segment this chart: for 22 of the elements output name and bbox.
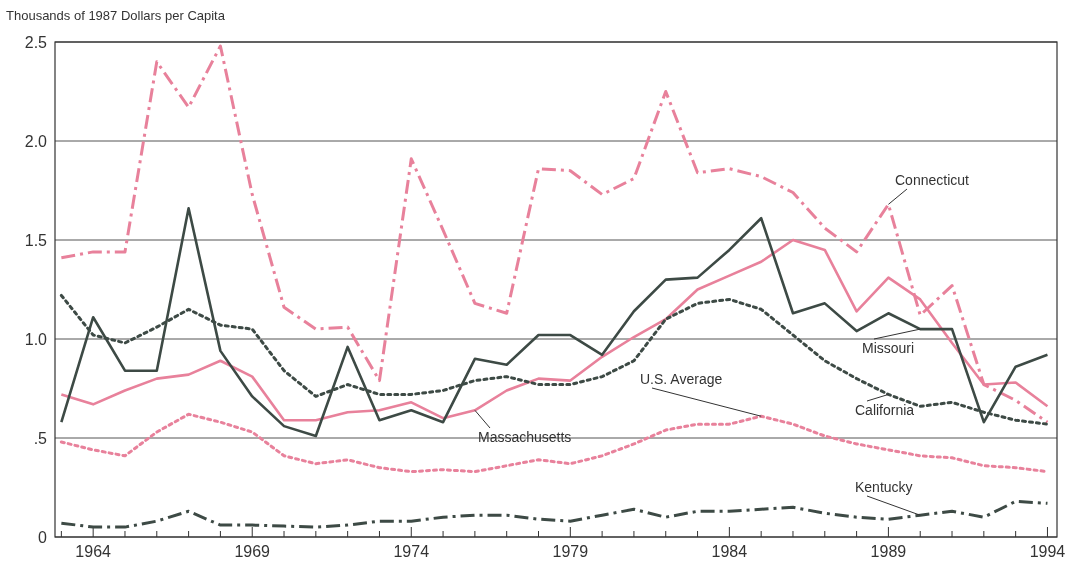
series-label: Massachusetts <box>478 429 572 445</box>
y-tick-label: 0 <box>38 528 48 546</box>
text: U.S. Average <box>640 371 723 387</box>
y-tick-label: 1.5 <box>24 231 48 249</box>
y-axis-title: Thousands of 1987 Dollars per Capita <box>6 8 226 23</box>
series-label: Kentucky <box>855 479 913 495</box>
line-series <box>59 44 1049 424</box>
x-tick-label: 1969 <box>234 543 271 560</box>
y-tick-label: 2.0 <box>24 132 48 150</box>
line-series <box>59 499 1049 529</box>
y-tick-label: 2.5 <box>24 33 48 51</box>
x-tick-label: 1994 <box>1029 543 1066 560</box>
y-tick-label: 1.0 <box>24 330 48 348</box>
x-tick-label: 1989 <box>870 543 907 560</box>
series-label: California <box>855 402 915 418</box>
x-tick-label: 1964 <box>75 543 112 560</box>
x-tick-label: 1984 <box>711 543 748 560</box>
x-tick-label: 1974 <box>393 543 430 560</box>
series-label: Connecticut <box>895 172 970 188</box>
series-label: Missouri <box>862 340 915 356</box>
x-tick-label: 1979 <box>552 543 589 560</box>
y-tick-label: .5 <box>33 429 48 447</box>
